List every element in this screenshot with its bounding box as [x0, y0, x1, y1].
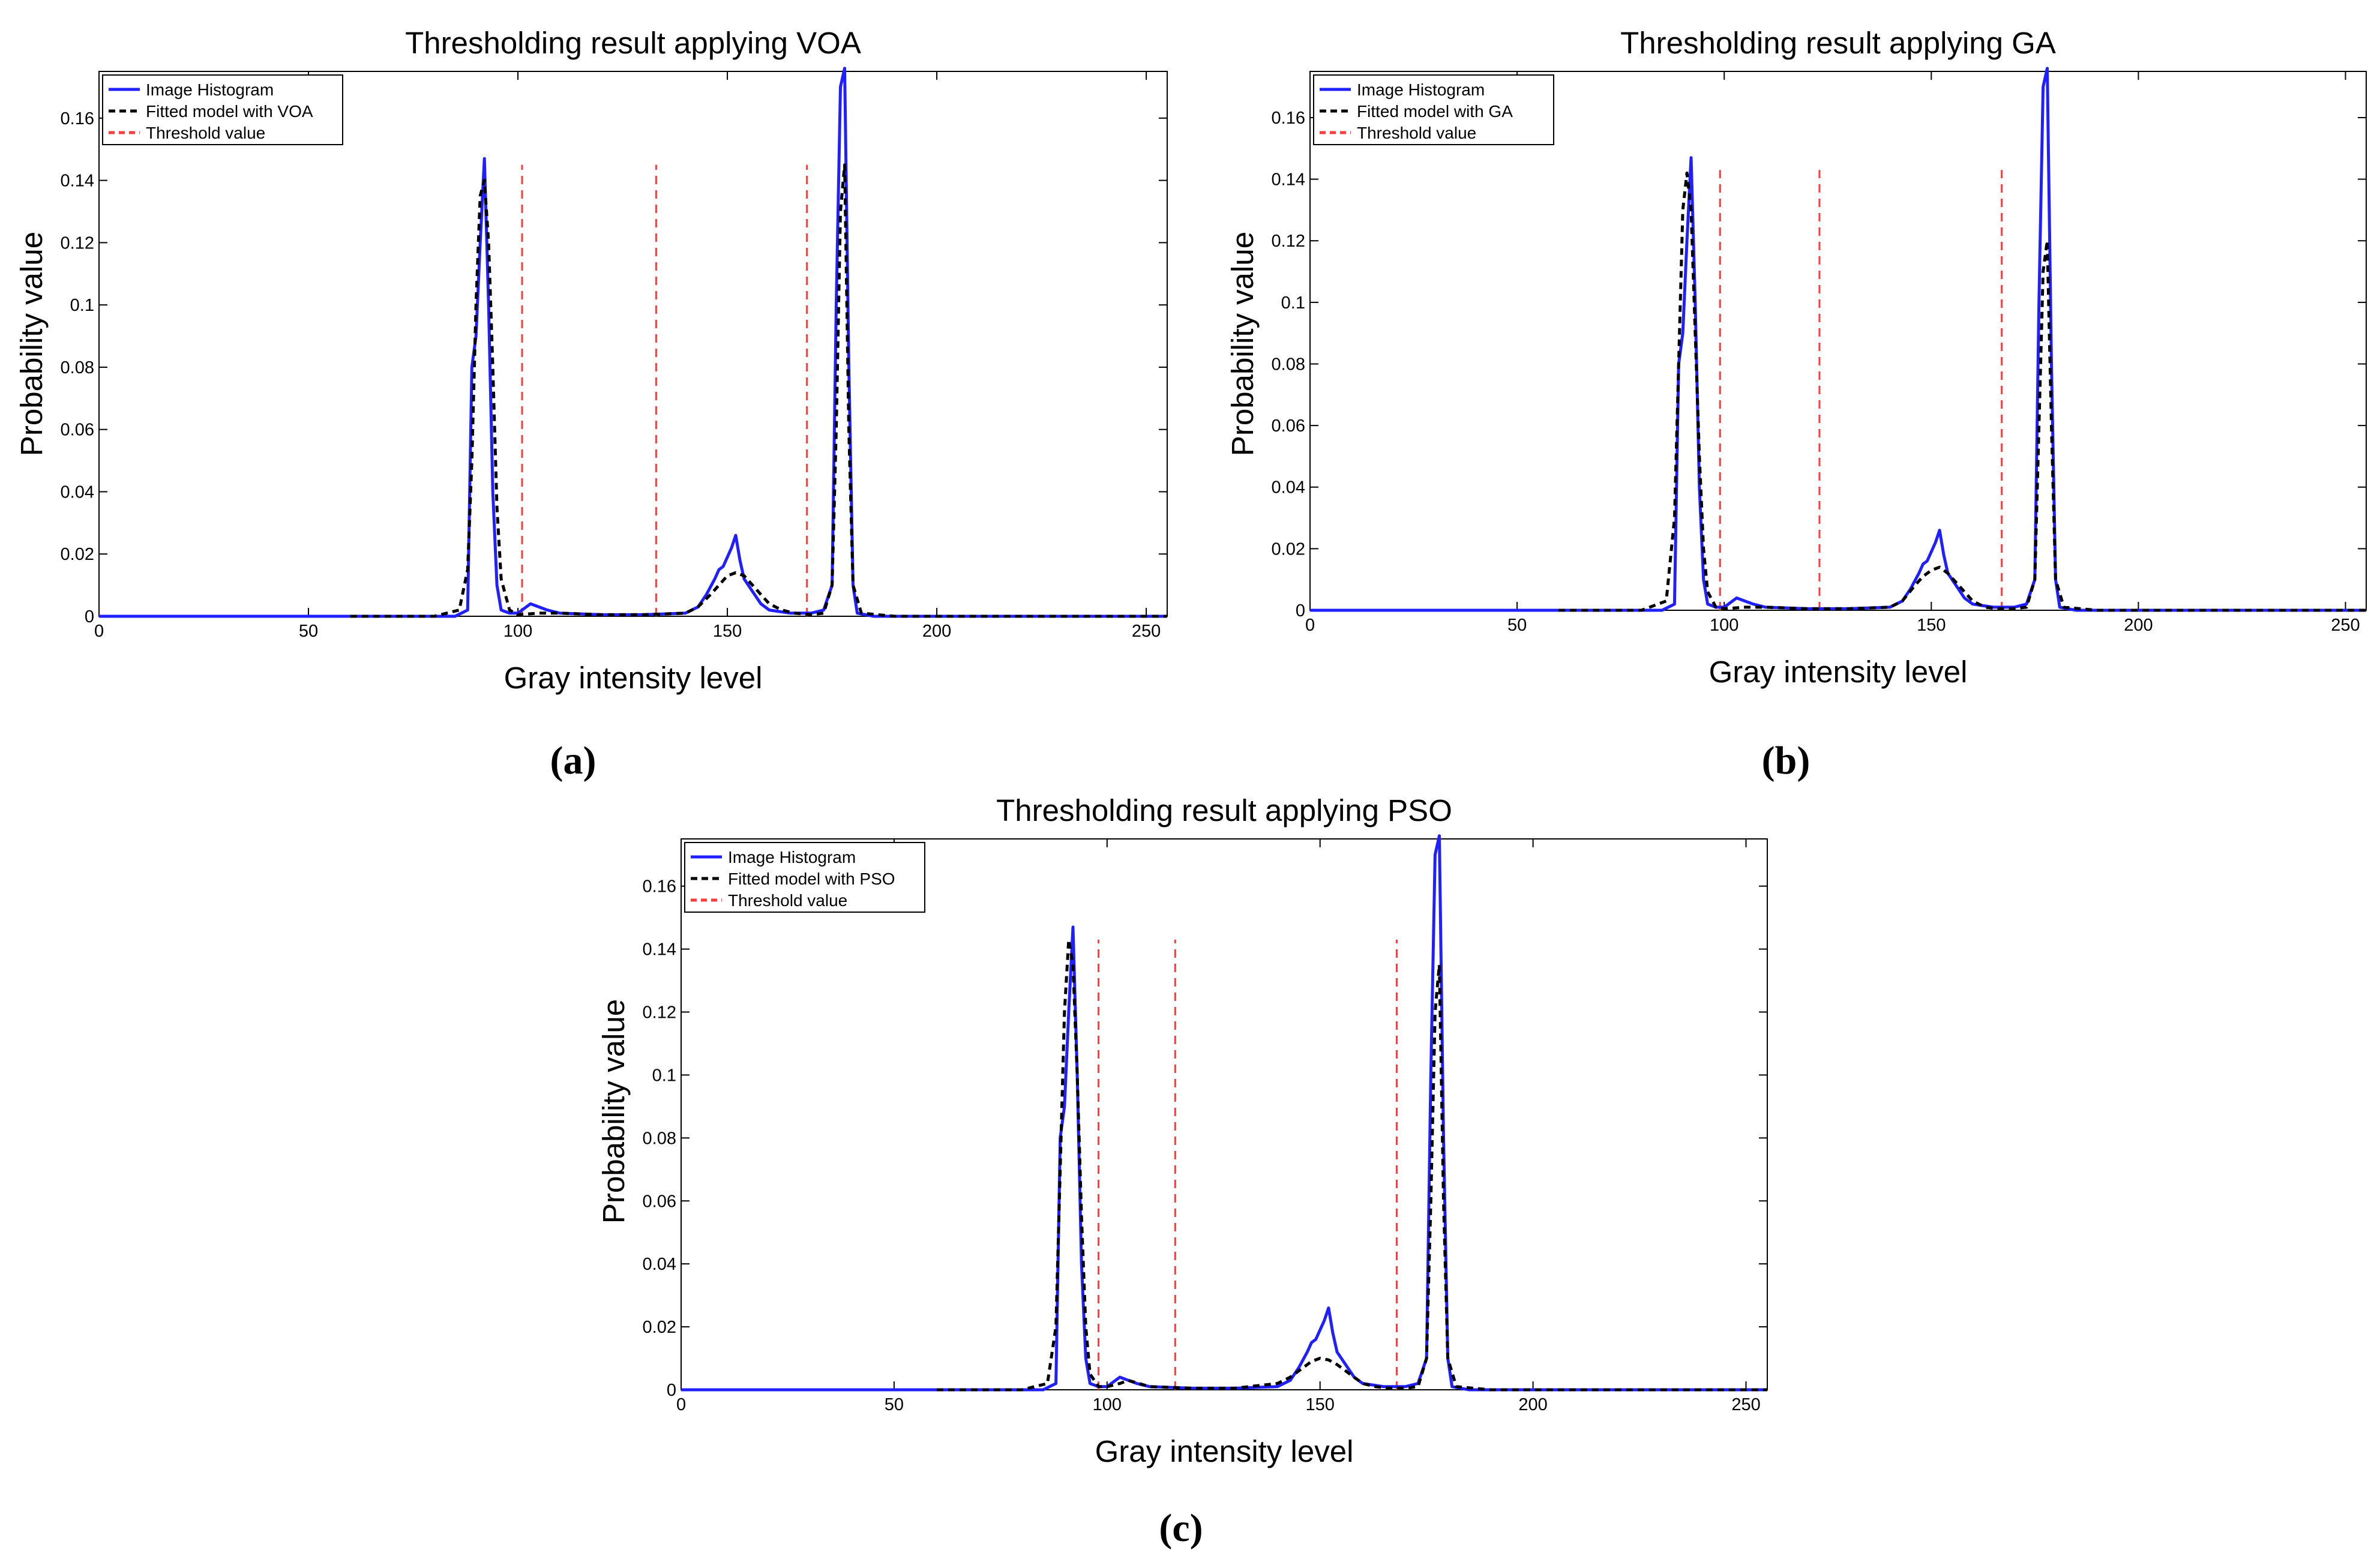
y-tick-label: 0: [667, 1381, 676, 1400]
x-tick-label: 50: [299, 622, 318, 641]
y-axis-label: Probability value: [14, 232, 49, 456]
fitted-model-series-line: [350, 163, 1167, 618]
x-tick-label: 100: [503, 622, 532, 641]
chart-title: Thresholding result applying PSO: [996, 793, 1452, 828]
y-tick-label: 0.16: [643, 877, 676, 897]
x-tick-label: 50: [1507, 616, 1527, 635]
y-tick-label: 0.02: [61, 545, 94, 564]
legend-entry: Fitted model with GA: [1357, 102, 1513, 121]
y-tick-label: 0.12: [643, 1003, 676, 1023]
legend: Image Histogram Fitted model with PSO Thre…: [684, 842, 925, 913]
y-tick-label: 0.14: [643, 940, 676, 960]
legend-box: [1313, 74, 1554, 145]
x-tick-label: 100: [1710, 616, 1738, 635]
chart-panel-b: Thresholding result applying GA 0 50 100 15…: [1225, 26, 2367, 782]
x-tick-label: 200: [2124, 616, 2153, 635]
legend-entry: Image Histogram: [146, 80, 274, 99]
x-tick-label: 250: [1731, 1395, 1760, 1414]
y-tick-label: 0.02: [643, 1318, 676, 1337]
legend-entry: Fitted model with VOA: [146, 102, 313, 121]
panel-caption: (c): [1159, 1506, 1203, 1550]
plot-area: [1309, 71, 2367, 611]
y-tick-label: 0.16: [61, 109, 94, 128]
legend-entry: Threshold value: [146, 124, 265, 142]
x-tick-label: 0: [676, 1395, 686, 1414]
fitted-model-series-line: [1558, 171, 2366, 612]
panel-caption: (a): [550, 739, 597, 782]
plot-area: [98, 71, 1168, 617]
y-tick-label: 0.1: [1281, 293, 1305, 313]
legend-entry: Threshold value: [1357, 124, 1476, 142]
plot-area: [681, 838, 1768, 1390]
histogram-series-line: [1310, 67, 2366, 612]
y-tick-label: 0.04: [61, 482, 94, 502]
legend: Image Histogram Fitted model with VOA Thre…: [102, 74, 343, 145]
histogram-series-line: [99, 67, 1167, 618]
legend: Image Histogram Fitted model with GA Thres…: [1313, 74, 1554, 145]
panel-caption: (b): [1762, 739, 1811, 782]
y-tick-label: 0.04: [1272, 478, 1305, 497]
x-axis-label: Gray intensity level: [1709, 655, 1968, 689]
fitted-model-series-line: [936, 938, 1767, 1392]
x-tick-label: 200: [922, 622, 951, 641]
x-tick-label: 150: [1306, 1395, 1335, 1414]
legend-entry: Image Histogram: [728, 848, 856, 867]
x-tick-label: 150: [713, 622, 742, 641]
x-tick-label: 200: [1518, 1395, 1547, 1414]
x-tick-label: 250: [1132, 622, 1161, 641]
y-tick-label: 0: [85, 607, 94, 626]
y-tick-label: 0: [1296, 601, 1305, 620]
x-tick-label: 150: [1917, 616, 1946, 635]
y-tick-label: 0.14: [61, 172, 94, 191]
y-tick-label: 0.1: [70, 296, 94, 315]
y-tick-label: 0.12: [1272, 232, 1305, 251]
chart-panel-a: Thresholding result applying VOA 0 50 100 1…: [14, 26, 1168, 782]
legend-entry: Image Histogram: [1357, 80, 1485, 99]
y-tick-label: 0.06: [643, 1192, 676, 1211]
x-tick-label: 250: [2331, 616, 2360, 635]
x-tick-label: 0: [94, 622, 104, 641]
chart-panel-c: Thresholding result applying PSO 0 50 100 1…: [597, 793, 1768, 1550]
x-tick-label: 50: [885, 1395, 904, 1414]
y-tick-label: 0.16: [1272, 109, 1305, 128]
y-axis-label: Probability value: [597, 999, 631, 1224]
chart-title: Thresholding result applying GA: [1620, 26, 2056, 60]
y-axis-label: Probability value: [1225, 232, 1260, 456]
y-tick-label: 0.08: [61, 358, 94, 377]
y-tick-label: 0.12: [61, 233, 94, 253]
x-tick-label: 100: [1093, 1395, 1122, 1414]
legend-box: [684, 842, 925, 913]
y-tick-label: 0.08: [1272, 355, 1305, 374]
legend-entry: Threshold value: [728, 891, 847, 910]
chart-title: Thresholding result applying VOA: [405, 26, 861, 60]
legend-box: [102, 74, 343, 145]
legend-entry: Fitted model with PSO: [728, 870, 895, 888]
x-axis-label: Gray intensity level: [1095, 1434, 1354, 1468]
y-tick-label: 0.1: [652, 1066, 676, 1085]
x-tick-label: 0: [1305, 616, 1315, 635]
y-tick-label: 0.06: [1272, 416, 1305, 436]
y-tick-label: 0.04: [643, 1255, 676, 1274]
x-axis-label: Gray intensity level: [504, 661, 763, 695]
y-tick-label: 0.14: [1272, 170, 1305, 190]
y-tick-label: 0.08: [643, 1129, 676, 1148]
y-tick-label: 0.02: [1272, 539, 1305, 559]
y-tick-label: 0.06: [61, 421, 94, 440]
